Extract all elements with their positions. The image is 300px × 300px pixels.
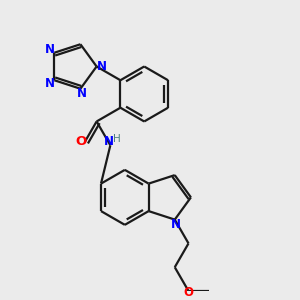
Text: N: N	[77, 87, 87, 100]
Text: O: O	[76, 135, 87, 148]
Text: N: N	[97, 60, 107, 73]
Text: O: O	[184, 286, 194, 299]
Text: N: N	[171, 218, 182, 231]
Text: N: N	[45, 77, 55, 90]
Text: H: H	[113, 134, 121, 144]
Text: N: N	[104, 135, 114, 148]
Text: N: N	[45, 43, 55, 56]
